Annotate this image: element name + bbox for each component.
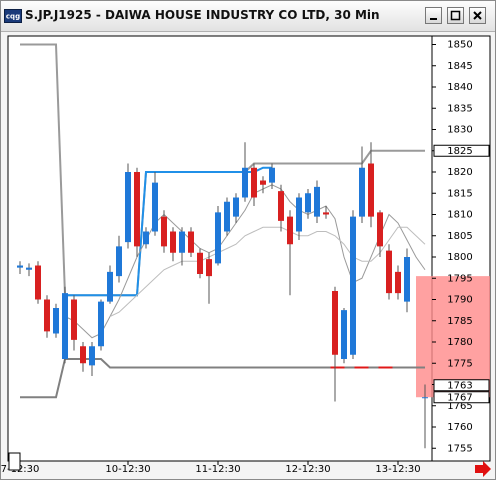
candle-body	[116, 246, 122, 277]
candle-body	[62, 293, 68, 359]
candle-body	[188, 231, 194, 253]
candle-body	[332, 291, 338, 355]
candle-body	[386, 250, 392, 294]
x-tick-label: 11-12:30	[195, 464, 240, 475]
candle-body	[395, 271, 401, 294]
close-button[interactable]	[469, 7, 486, 24]
y-tick-label: 1805	[447, 231, 472, 242]
y-tick-label: 1795	[447, 273, 472, 284]
candle-body	[341, 310, 347, 359]
svg-text:cqg: cqg	[6, 13, 20, 21]
candle-body	[71, 299, 77, 340]
candle-body	[26, 267, 32, 270]
candle-body	[233, 197, 239, 217]
candle-body	[206, 259, 212, 277]
y-tick-label: 1810	[447, 210, 472, 221]
candle-body	[287, 216, 293, 245]
price-label-text: 1763	[447, 380, 472, 391]
y-tick-label: 1780	[447, 337, 472, 348]
y-tick-label: 1830	[447, 125, 472, 136]
candle-body	[170, 231, 176, 253]
price-label-box	[433, 144, 490, 157]
y-tick-label: 1755	[447, 443, 472, 454]
scroll-arrow	[475, 461, 491, 477]
y-tick-label: 1815	[447, 188, 472, 199]
candle-body	[278, 191, 284, 221]
price-label: 1763	[433, 379, 490, 392]
price-label: 1825	[433, 144, 490, 157]
candle-body	[422, 397, 428, 399]
overlay-line	[109, 226, 426, 317]
price-label-box	[433, 379, 490, 392]
window-title: S.JP.J1925 - DAIWA HOUSE INDUSTRY CO LTD…	[25, 8, 380, 22]
candle-body	[242, 167, 248, 198]
candle-body	[368, 163, 374, 217]
y-tick-label: 1850	[447, 40, 472, 51]
scroll-box	[8, 452, 21, 471]
x-tick-label: 12-12:30	[285, 464, 330, 475]
app-icon: cqg	[4, 9, 22, 23]
candle-body	[251, 167, 257, 198]
candle-body	[152, 182, 158, 232]
y-tick-label: 1790	[447, 295, 472, 306]
y-tick-label: 1765	[447, 401, 472, 412]
candle-body	[269, 167, 275, 183]
candle-body	[197, 252, 203, 274]
x-tick-label: 13-12:30	[375, 464, 420, 475]
maximize-button[interactable]	[447, 7, 464, 24]
x-tick-label: 10-12:30	[105, 464, 150, 475]
minimize-button[interactable]	[425, 7, 442, 24]
price-label: 1767	[433, 391, 490, 404]
candle-body	[260, 180, 266, 185]
candle-body	[323, 212, 329, 215]
candle-body	[161, 216, 167, 247]
candle-body	[44, 299, 50, 332]
candle-body	[215, 212, 221, 264]
candle-body	[80, 346, 86, 364]
candle-body	[107, 271, 113, 302]
highlight-zone	[416, 276, 490, 398]
overlay-line	[64, 184, 426, 339]
candle-body	[404, 257, 410, 302]
y-tick-label: 1800	[447, 252, 472, 263]
y-tick-label: 1775	[447, 358, 472, 369]
y-tick-label: 1835	[447, 103, 472, 114]
candle-body	[134, 172, 140, 247]
candle-body	[305, 193, 311, 213]
candle-body	[17, 265, 23, 268]
candle-body	[53, 308, 59, 334]
candle-body	[377, 212, 383, 247]
candle-body	[89, 346, 95, 366]
candle-body	[224, 201, 230, 232]
y-tick-label: 1760	[447, 422, 472, 433]
candle-body	[98, 301, 104, 347]
candle-body	[125, 172, 131, 243]
overlay-line	[65, 166, 272, 297]
candle-body	[35, 265, 41, 300]
y-tick-label: 1840	[447, 82, 472, 93]
price-label-text: 1767	[447, 392, 472, 403]
y-tick-label: 1845	[447, 61, 472, 72]
title-bar: cqg S.JP.J1925 - DAIWA HOUSE INDUSTRY CO…	[1, 1, 495, 32]
candle-body	[359, 167, 365, 217]
candle-body	[296, 197, 302, 232]
chart: 1755176017651770177517801785179017951800…	[1, 32, 495, 478]
price-label-text: 1825	[447, 146, 472, 157]
candle-body	[350, 216, 356, 355]
candle-body	[179, 231, 185, 253]
price-label-box	[433, 391, 490, 404]
candle-body	[143, 231, 149, 245]
y-tick-label: 1785	[447, 316, 472, 327]
y-tick-label: 1820	[447, 167, 472, 178]
candle-body	[314, 186, 320, 217]
